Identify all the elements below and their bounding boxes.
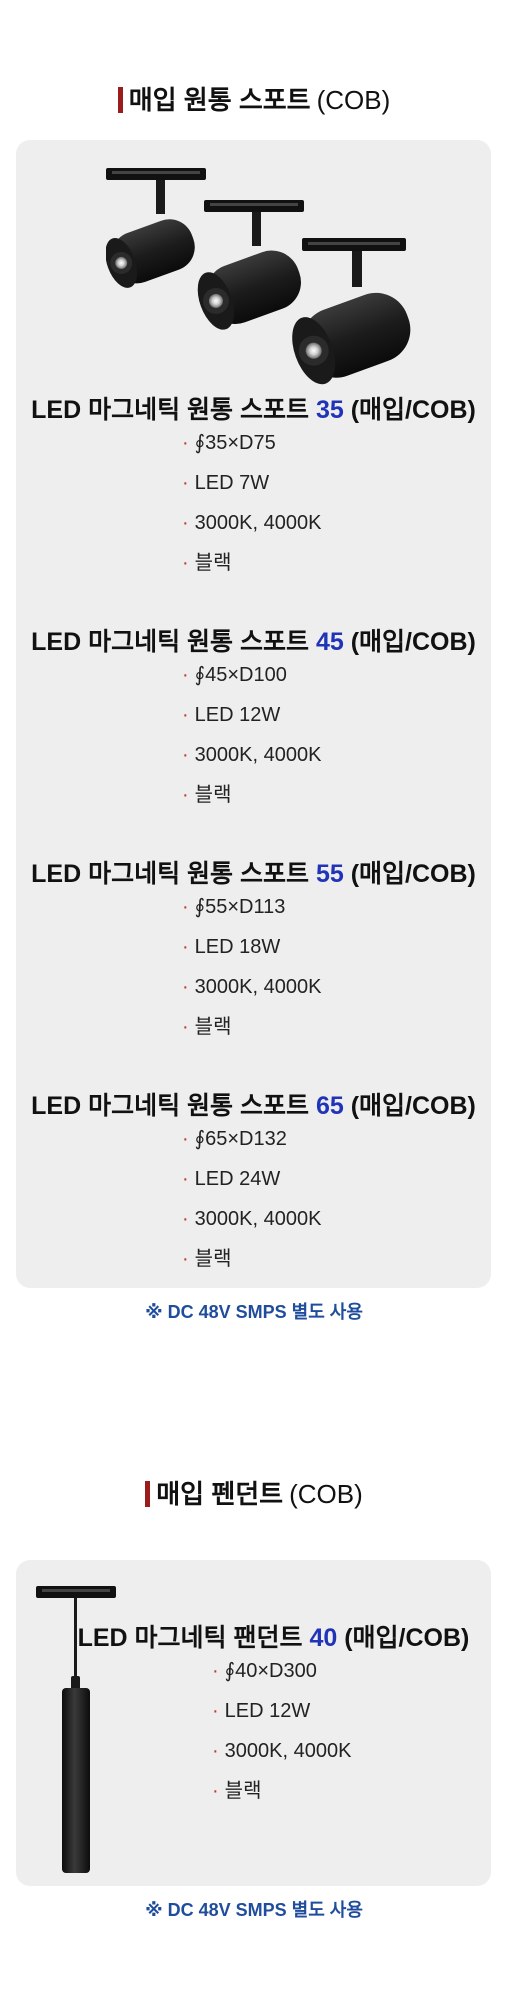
spec-item: · 블랙 (212, 1780, 262, 1802)
spec-item: · 블랙 (182, 552, 232, 574)
product-title: LED 마그네틱 원통 스포트 35 (매입/COB) (31, 396, 476, 424)
spec-list: · ∮45×D100 · LED 12W · 3000K, 4000K · 블랙 (182, 662, 321, 822)
spec-item: · 3000K, 4000K (182, 512, 322, 534)
accent-bar (117, 87, 123, 113)
spec-item: · LED 7W (182, 472, 270, 494)
spec-item: · LED 12W (212, 1700, 311, 1722)
spec-item: · 3000K, 4000K (212, 1740, 352, 1762)
section-title-spot: 매입 원통 스포트 (COB) (0, 80, 508, 117)
spot-light-image (106, 168, 411, 385)
accent-bar (145, 1481, 151, 1507)
product-title: LED 마그네틱 팬던트 40 (매입/COB) (77, 1624, 470, 1652)
spec-item: · 블랙 (182, 1248, 232, 1270)
spec-list: · ∮65×D132 · LED 24W · 3000K, 4000K · 블랙 (182, 1126, 321, 1286)
product-title: LED 마그네틱 원통 스포트 55 (매입/COB) (31, 860, 476, 888)
pendant-product-card: LED 마그네틱 팬던트 40 (매입/COB) · ∮40×D300 · LED … (16, 1560, 491, 1886)
pendant-image (36, 1586, 116, 1873)
spec-list: · ∮35×D75 · LED 7W · 3000K, 4000K · 블랙 (182, 430, 321, 590)
spec-item: · ∮65×D132 (182, 1128, 287, 1150)
spec-list: · ∮55×D113 · LED 18W · 3000K, 4000K · 블랙 (182, 894, 321, 1054)
spec-item: · ∮40×D300 (212, 1660, 317, 1682)
smps-note: ※ DC 48V SMPS 별도 사용 (145, 1900, 363, 1920)
product-title: LED 마그네틱 원통 스포트 45 (매입/COB) (31, 628, 476, 656)
section-title-pendant: 매입 펜던트 (COB) (0, 1474, 508, 1511)
spec-item: · LED 24W (182, 1168, 281, 1190)
spec-item: · LED 18W (182, 936, 281, 958)
spec-item: · LED 12W (182, 704, 281, 726)
smps-note: ※ DC 48V SMPS 별도 사용 (145, 1302, 363, 1322)
spec-item: · 3000K, 4000K (182, 1208, 322, 1230)
product-title: LED 마그네틱 원통 스포트 65 (매입/COB) (31, 1092, 476, 1120)
spec-item: · ∮55×D113 (182, 896, 286, 918)
spec-item: · 블랙 (182, 1016, 232, 1038)
spec-item: · 3000K, 4000K (182, 744, 322, 766)
spec-list: · ∮40×D300 · LED 12W · 3000K, 4000K · 블랙 (212, 1658, 351, 1818)
spot-products-card: LED 마그네틱 원통 스포트 35 (매입/COB) · ∮35×D75 · LE… (16, 140, 491, 1288)
spec-item: · 3000K, 4000K (182, 976, 322, 998)
spec-item: · 블랙 (182, 784, 232, 806)
spec-item: · ∮45×D100 (182, 664, 287, 686)
spec-item: · ∮35×D75 (182, 432, 276, 454)
